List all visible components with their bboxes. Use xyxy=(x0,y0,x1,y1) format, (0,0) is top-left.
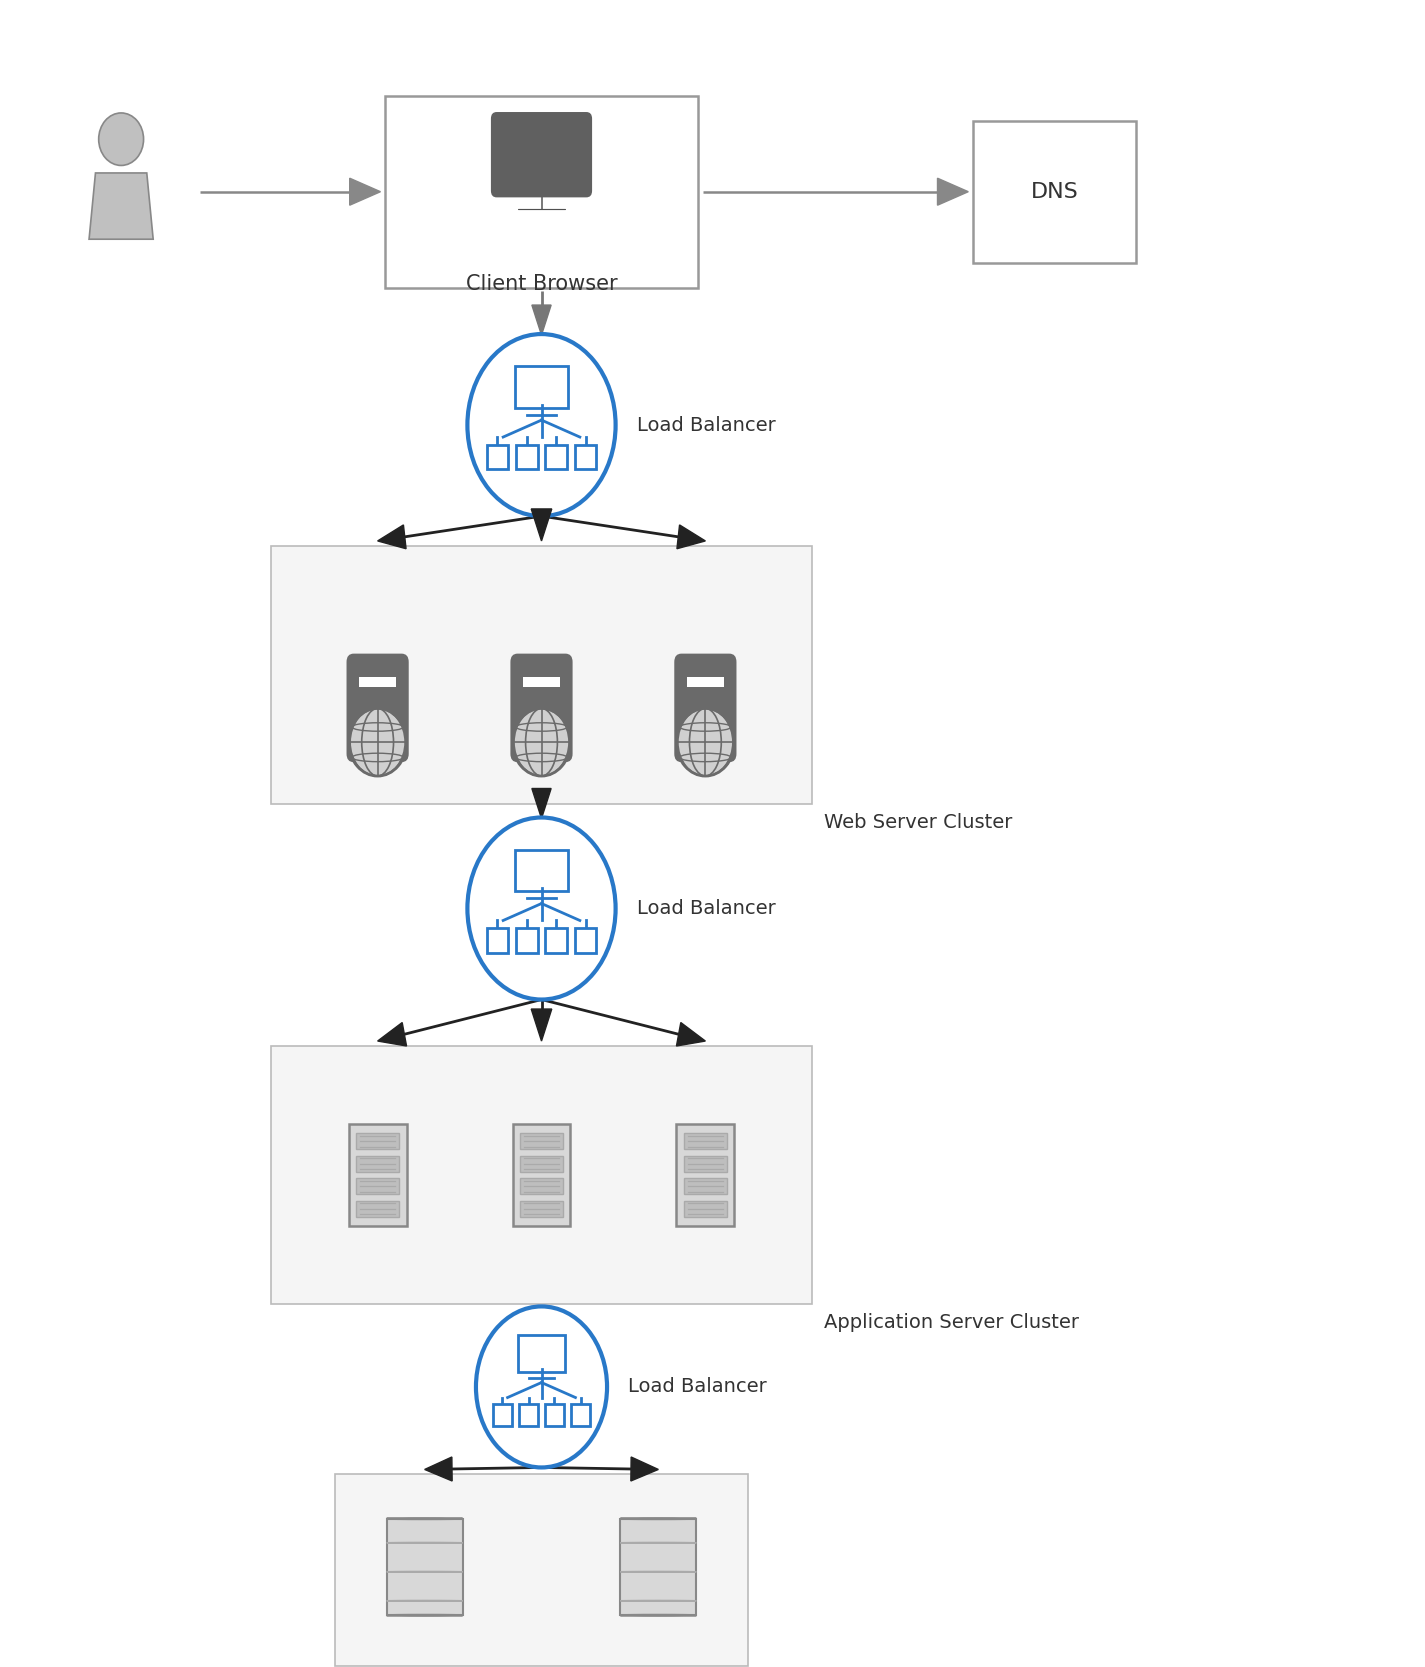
Polygon shape xyxy=(677,525,705,548)
FancyBboxPatch shape xyxy=(687,677,724,687)
Polygon shape xyxy=(378,1022,406,1045)
Polygon shape xyxy=(378,525,406,548)
Polygon shape xyxy=(425,1457,452,1480)
FancyBboxPatch shape xyxy=(674,653,737,762)
Circle shape xyxy=(98,113,144,165)
Circle shape xyxy=(349,708,406,777)
FancyBboxPatch shape xyxy=(684,1134,727,1149)
Polygon shape xyxy=(532,1307,551,1337)
FancyBboxPatch shape xyxy=(520,1200,563,1217)
Text: Load Balancer: Load Balancer xyxy=(637,415,775,435)
FancyBboxPatch shape xyxy=(523,677,560,687)
FancyBboxPatch shape xyxy=(620,1519,697,1615)
FancyBboxPatch shape xyxy=(684,1155,727,1172)
Polygon shape xyxy=(631,1457,658,1480)
FancyBboxPatch shape xyxy=(356,1179,399,1195)
FancyBboxPatch shape xyxy=(335,1474,748,1667)
FancyBboxPatch shape xyxy=(385,95,698,287)
FancyBboxPatch shape xyxy=(684,1200,727,1217)
FancyBboxPatch shape xyxy=(359,677,396,687)
FancyBboxPatch shape xyxy=(520,1134,563,1149)
FancyBboxPatch shape xyxy=(546,445,567,470)
Text: Client Browser: Client Browser xyxy=(466,273,617,293)
Ellipse shape xyxy=(467,817,616,1000)
FancyBboxPatch shape xyxy=(356,1155,399,1172)
Text: DNS: DNS xyxy=(1030,182,1079,202)
FancyBboxPatch shape xyxy=(516,850,567,892)
Polygon shape xyxy=(88,173,154,238)
Polygon shape xyxy=(532,788,551,818)
FancyBboxPatch shape xyxy=(571,1404,590,1427)
Polygon shape xyxy=(938,178,969,205)
FancyBboxPatch shape xyxy=(972,122,1137,262)
FancyBboxPatch shape xyxy=(516,367,567,408)
FancyBboxPatch shape xyxy=(520,1179,563,1195)
Polygon shape xyxy=(349,178,380,205)
FancyBboxPatch shape xyxy=(271,1047,812,1304)
FancyBboxPatch shape xyxy=(487,929,507,954)
FancyBboxPatch shape xyxy=(346,653,409,762)
FancyBboxPatch shape xyxy=(516,445,537,470)
Polygon shape xyxy=(532,305,551,335)
FancyBboxPatch shape xyxy=(576,929,596,954)
FancyBboxPatch shape xyxy=(356,1200,399,1217)
FancyBboxPatch shape xyxy=(271,547,812,805)
Text: Web Server Cluster: Web Server Cluster xyxy=(824,812,1012,832)
FancyBboxPatch shape xyxy=(520,1155,563,1172)
Text: Load Balancer: Load Balancer xyxy=(628,1377,767,1397)
Polygon shape xyxy=(532,508,551,540)
FancyBboxPatch shape xyxy=(349,1125,406,1225)
Text: Load Balancer: Load Balancer xyxy=(637,899,775,919)
FancyBboxPatch shape xyxy=(356,1134,399,1149)
FancyBboxPatch shape xyxy=(510,653,573,762)
Ellipse shape xyxy=(476,1307,607,1467)
Text: Application Server Cluster: Application Server Cluster xyxy=(824,1314,1079,1332)
FancyBboxPatch shape xyxy=(513,1125,570,1225)
FancyBboxPatch shape xyxy=(487,445,507,470)
FancyBboxPatch shape xyxy=(546,929,567,954)
FancyBboxPatch shape xyxy=(493,1404,512,1427)
FancyBboxPatch shape xyxy=(677,1125,734,1225)
Polygon shape xyxy=(677,1022,705,1045)
Ellipse shape xyxy=(467,333,616,517)
Circle shape xyxy=(513,708,570,777)
FancyBboxPatch shape xyxy=(519,1404,539,1427)
Circle shape xyxy=(677,708,734,777)
Polygon shape xyxy=(532,1009,551,1040)
FancyBboxPatch shape xyxy=(517,1335,566,1372)
FancyBboxPatch shape xyxy=(576,445,596,470)
FancyBboxPatch shape xyxy=(386,1519,463,1615)
FancyBboxPatch shape xyxy=(516,929,537,954)
FancyBboxPatch shape xyxy=(544,1404,564,1427)
FancyBboxPatch shape xyxy=(684,1179,727,1195)
FancyBboxPatch shape xyxy=(490,112,593,197)
